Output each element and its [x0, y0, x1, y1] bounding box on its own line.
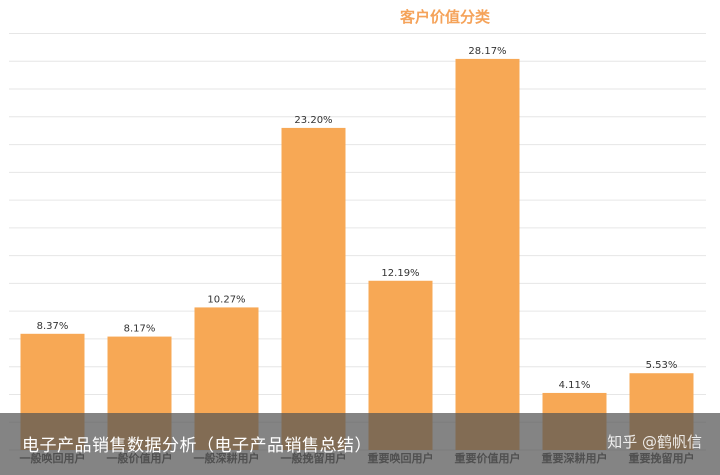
bar: [281, 127, 346, 450]
data-label: 8.37%: [37, 321, 69, 332]
chart-title: 客户价值分类: [399, 8, 490, 26]
data-label: 12.19%: [381, 268, 419, 279]
data-label: 5.53%: [646, 360, 678, 371]
watermark: 知乎 @鹤帆信: [607, 433, 702, 451]
data-label: 4.11%: [559, 380, 591, 391]
data-label: 10.27%: [207, 294, 245, 305]
data-label: 8.17%: [124, 324, 156, 335]
caption-overlay: 电子产品销售数据分析（电子产品销售总结） 知乎 @鹤帆信: [0, 413, 720, 475]
caption-text: 电子产品销售数据分析（电子产品销售总结）: [22, 436, 372, 456]
bar: [455, 58, 520, 451]
data-label: 23.20%: [294, 115, 332, 126]
data-label: 28.17%: [468, 46, 506, 57]
